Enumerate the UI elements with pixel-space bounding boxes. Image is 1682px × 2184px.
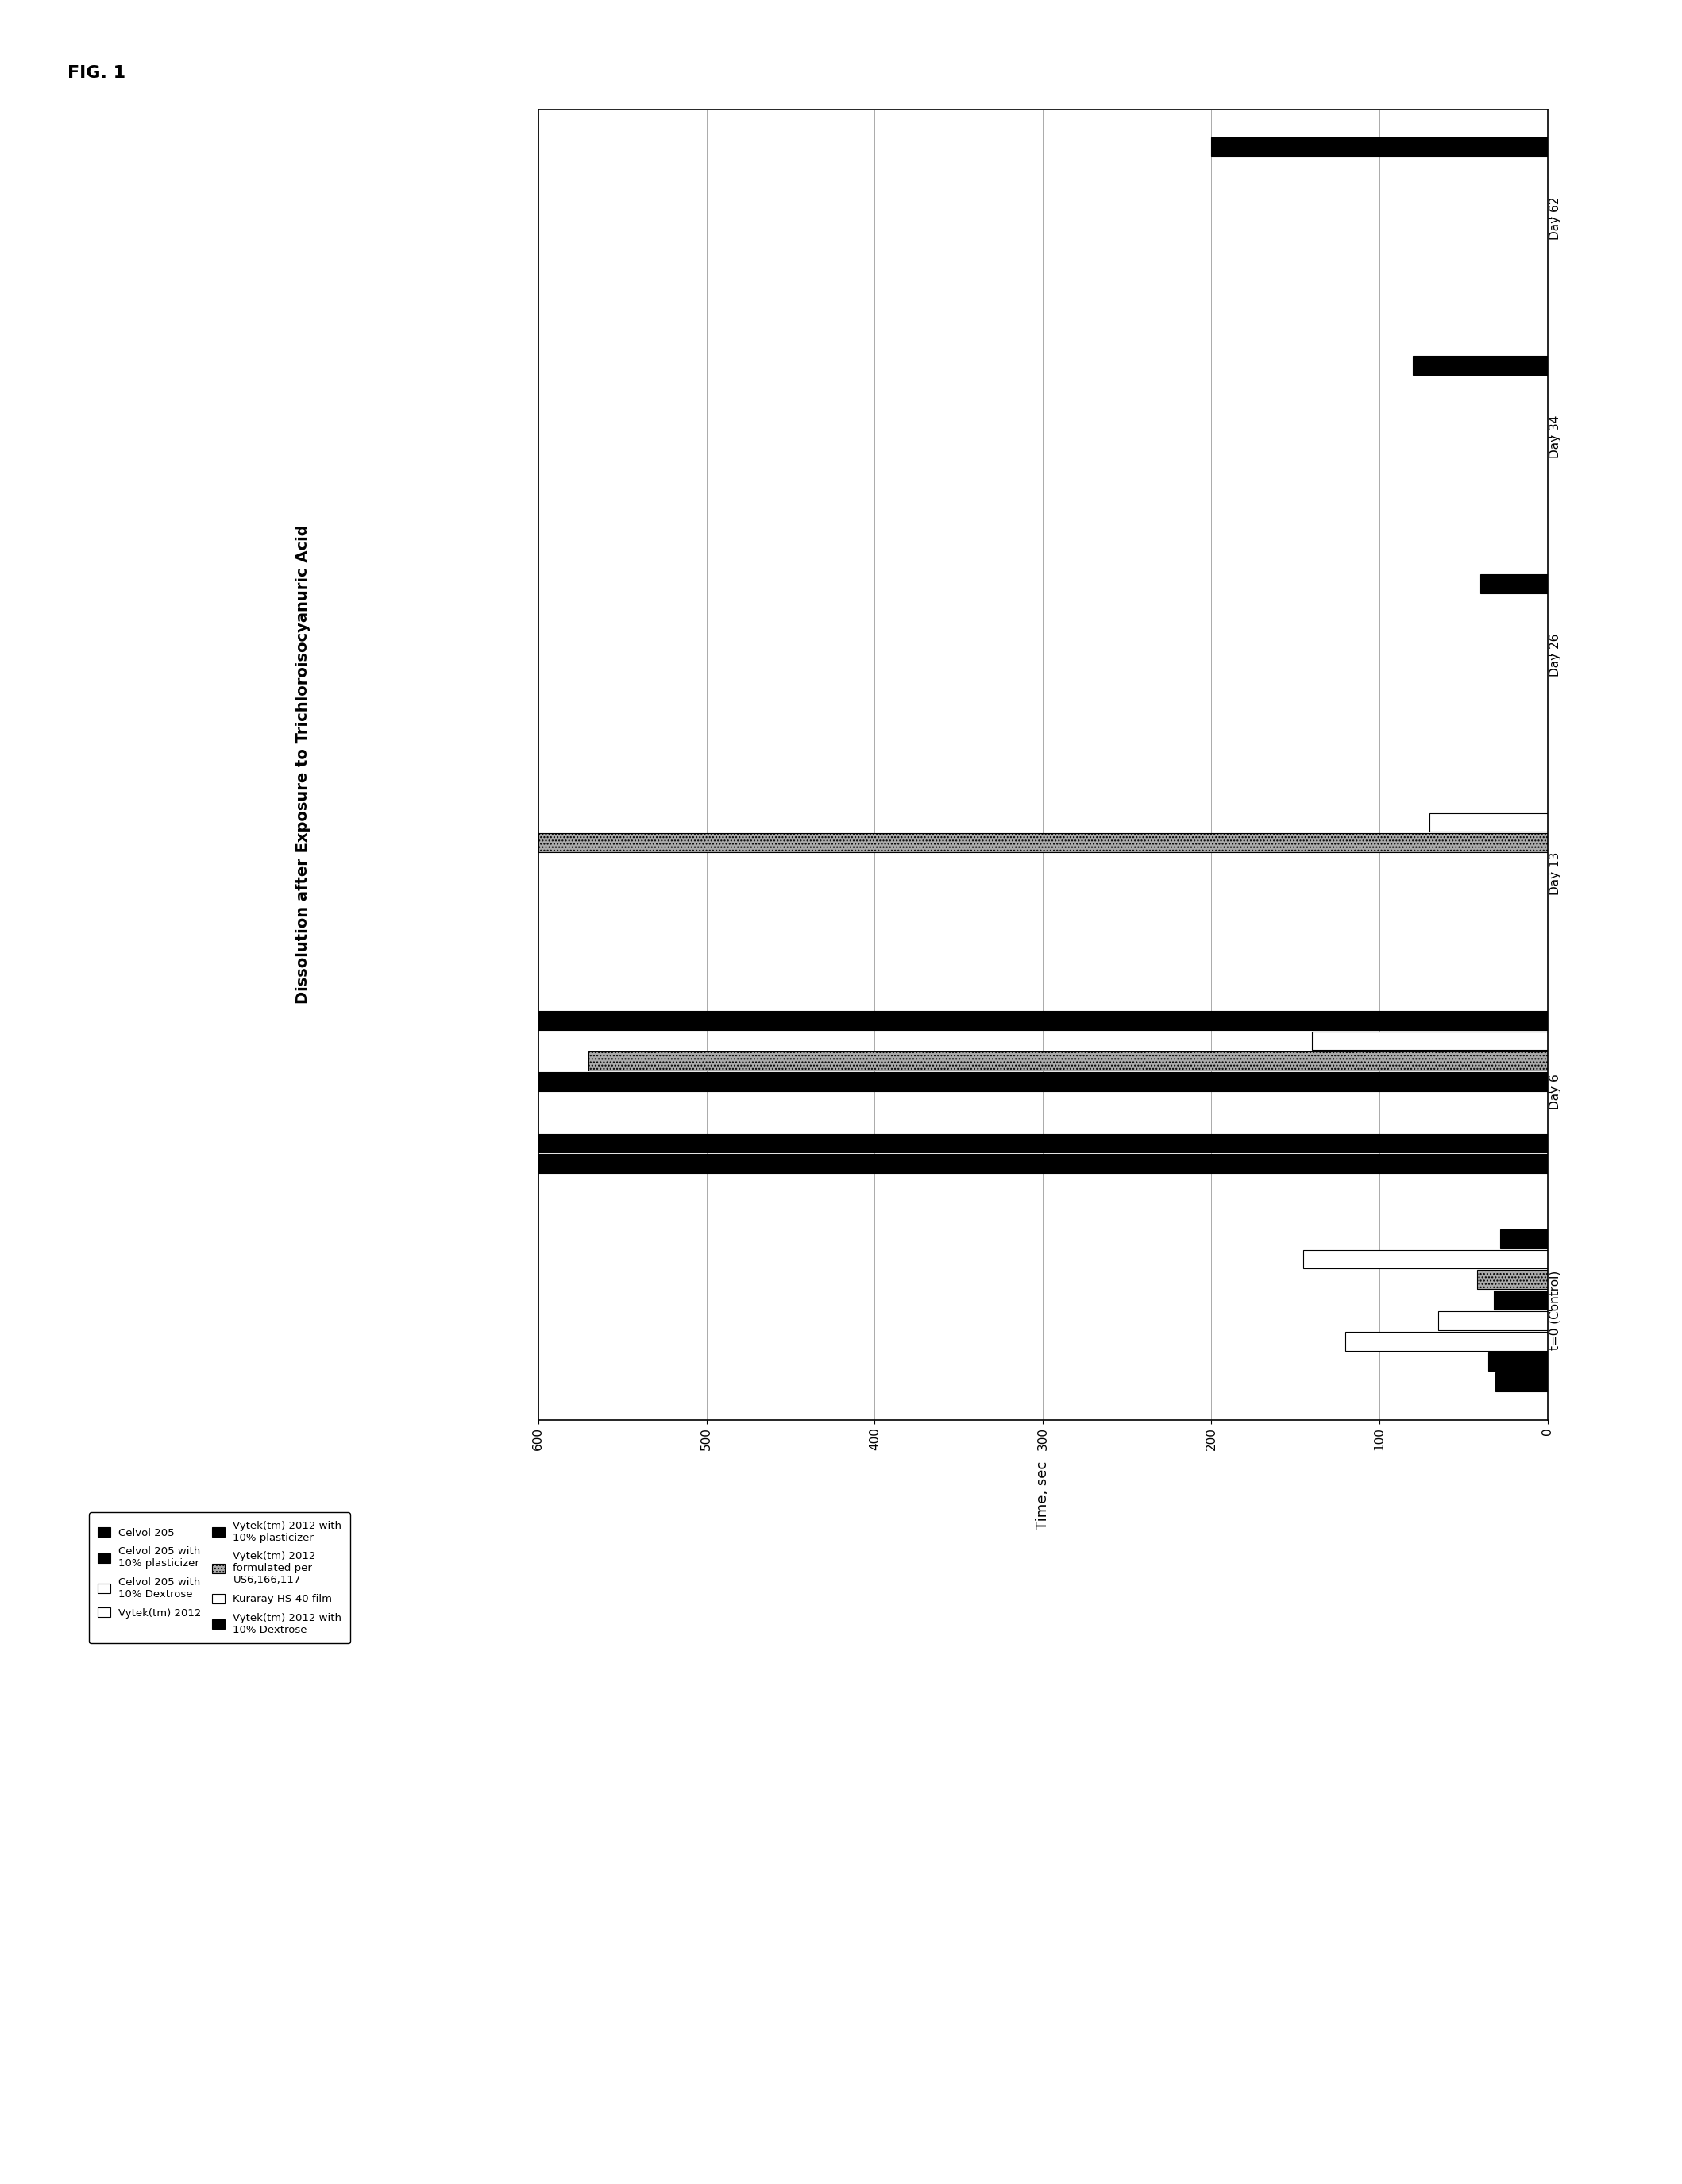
Bar (538, 1011, 1547, 1031)
Text: FIG. 1: FIG. 1 (67, 66, 126, 81)
Bar (1495, 1374, 1547, 1391)
Bar (538, 834, 1547, 852)
Bar (538, 1072, 1547, 1092)
Bar (1494, 1291, 1547, 1310)
Legend: Celvol 205, Celvol 205 with
10% plasticizer, Celvol 205 with
10% Dextrose, Vytek: Celvol 205, Celvol 205 with 10% plastici… (89, 1511, 350, 1642)
Text: Dissolution after Exposure to Trichloroisocyanuric Acid: Dissolution after Exposure to Trichloroi… (296, 524, 309, 1005)
Bar (1413, 356, 1547, 376)
Bar (1489, 1352, 1547, 1372)
Bar (1312, 1031, 1547, 1051)
X-axis label: Time, sec: Time, sec (1036, 1461, 1050, 1529)
Bar (1477, 1271, 1547, 1289)
Bar (538, 1153, 1547, 1173)
Bar (1430, 812, 1547, 832)
Bar (1438, 1310, 1547, 1330)
Bar (1304, 1249, 1547, 1269)
Bar (1480, 574, 1547, 594)
Bar (538, 1133, 1547, 1153)
Bar (1346, 1332, 1547, 1350)
Bar (589, 1053, 1547, 1070)
Bar (1211, 138, 1547, 157)
Bar (1500, 1230, 1547, 1249)
